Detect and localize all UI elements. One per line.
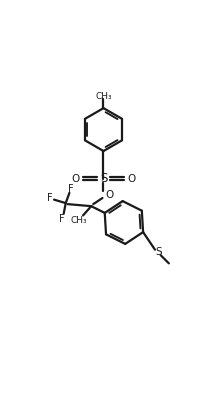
Text: F: F [67, 184, 73, 194]
Text: F: F [46, 193, 52, 203]
Text: F: F [59, 214, 65, 224]
Text: O: O [105, 190, 113, 200]
Text: S: S [99, 172, 107, 185]
Text: CH₃: CH₃ [95, 92, 111, 101]
Text: O: O [127, 173, 135, 184]
Text: CH₃: CH₃ [70, 216, 86, 225]
Text: S: S [154, 247, 161, 257]
Text: O: O [71, 173, 79, 184]
